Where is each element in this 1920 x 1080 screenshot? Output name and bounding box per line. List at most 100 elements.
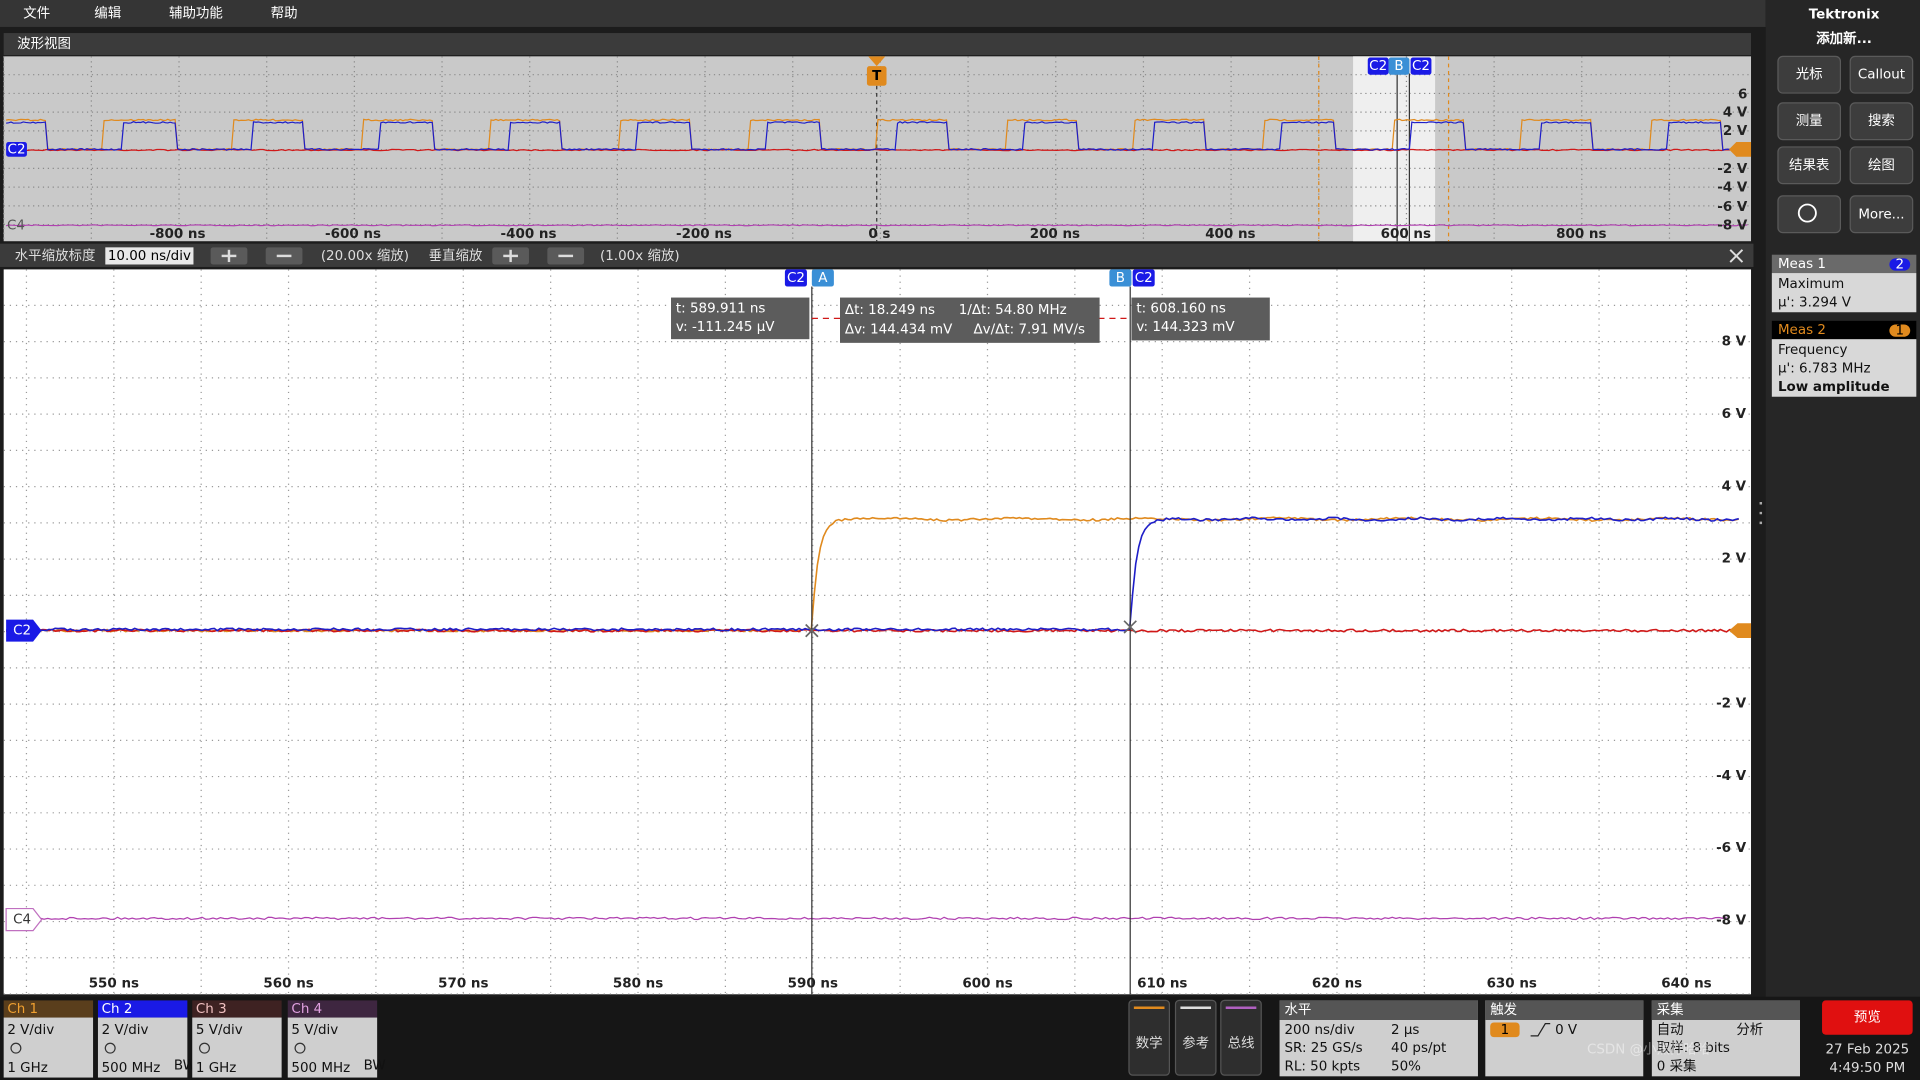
tool-button[interactable] [1128, 999, 1170, 1076]
view-title-bar [3, 33, 1752, 56]
panel-title: 触发 [1490, 1002, 1517, 1018]
overview-y-label: -2 V [1717, 162, 1748, 177]
overview-x-label: 200 ns [1030, 227, 1080, 242]
channel-body[interactable] [192, 1017, 282, 1078]
meas-value: μ': 6.783 MHz [1778, 362, 1871, 377]
meas-header[interactable] [1771, 320, 1917, 340]
side-button[interactable] [1849, 102, 1914, 141]
readout-text: Δv: 144.434 mV [845, 322, 953, 337]
horizontal-value: SR: 25 GS/s [1284, 1041, 1362, 1056]
cursor-tag [1410, 57, 1432, 75]
side-button[interactable] [1849, 146, 1914, 185]
channel-header[interactable] [192, 1000, 282, 1018]
close-button[interactable] [1729, 249, 1744, 263]
side-button[interactable] [1849, 55, 1914, 94]
cursor-cross [805, 623, 819, 638]
side-button[interactable] [1777, 146, 1842, 185]
meas-header[interactable] [1771, 254, 1917, 274]
readout-text: 1/Δt: 54.80 MHz [959, 303, 1067, 318]
tool-button[interactable] [1220, 999, 1262, 1076]
meas-body[interactable] [1771, 339, 1917, 397]
watermark: CSDN @小黑打哈哈 [1587, 1040, 1710, 1057]
channel-scale: 2 V/div [102, 1023, 149, 1038]
side-button[interactable] [1777, 102, 1842, 141]
trigger-source [1490, 1022, 1520, 1038]
cursor-tag [1109, 269, 1132, 287]
acquisition-value: 自动 [1657, 1022, 1684, 1038]
side-button-label: Callout [1858, 68, 1905, 83]
channel-bandwidth: 500 MHz [291, 1061, 350, 1076]
horizontal-value: 2 μs [1391, 1023, 1419, 1038]
trigger-label: T [872, 69, 882, 84]
readout [840, 297, 1100, 343]
zoom-factor: (20.00x 缩放) [321, 248, 409, 264]
cursor-tag-label: C2 [1135, 271, 1153, 286]
offset-marker [1728, 623, 1752, 638]
channel-tag [6, 142, 27, 157]
trace-ch2 [6, 120, 1748, 151]
probe-icon [198, 1042, 210, 1054]
x-label: 590 ns [788, 976, 838, 991]
side-button[interactable] [1849, 195, 1914, 234]
meas-badge [1889, 324, 1911, 337]
side-button-label: 光标 [1796, 67, 1823, 83]
meas-title: Meas 2 [1778, 323, 1826, 338]
acquisition-value: 取样: 8 bits [1657, 1040, 1730, 1056]
readout [671, 297, 810, 340]
tool-button-label: 参考 [1182, 1034, 1209, 1051]
cursor-tag-label: B [1116, 271, 1125, 286]
side-button[interactable] [1777, 55, 1842, 94]
panel-header [1651, 1000, 1800, 1020]
menu-bar [0, 0, 1766, 27]
panel-title: 采集 [1657, 1002, 1684, 1018]
channel-body[interactable] [97, 1017, 188, 1078]
side-button-label: More... [1858, 207, 1904, 222]
zoom-label: 水平缩放标度 [15, 248, 96, 264]
trace-ch3 [6, 148, 1748, 152]
trigger-level: 0 V [1555, 1023, 1578, 1038]
y-label: 8 V [1722, 335, 1747, 350]
channel-body[interactable] [3, 1017, 94, 1078]
trace-ch4 [6, 224, 1748, 227]
cursor-tag [811, 269, 834, 287]
readout-text: Δt: 18.249 ns [845, 303, 935, 318]
overview-x-label: 0 s [868, 227, 890, 242]
channel-header[interactable] [3, 1000, 94, 1018]
meas-name: Frequency [1778, 343, 1848, 358]
overview-x-label: -600 ns [325, 227, 381, 242]
channel-tag-label: C4 [7, 218, 25, 233]
overview-x-label: 800 ns [1556, 227, 1606, 242]
preview-button[interactable] [1822, 1000, 1913, 1035]
overview-x-label: -200 ns [676, 227, 732, 242]
y-label: 2 V [1722, 552, 1747, 567]
x-label: 570 ns [438, 976, 488, 991]
menu-item: 文件 [23, 5, 50, 21]
brand-logo: Tektronix [1809, 8, 1880, 23]
x-label: 640 ns [1661, 976, 1711, 991]
zoom-value-box[interactable] [105, 247, 194, 265]
meas-body[interactable] [1771, 273, 1917, 313]
trigger-marker [866, 66, 887, 86]
zoom-icon [1797, 203, 1817, 223]
channel-header[interactable] [97, 1000, 188, 1018]
channel-scale: 5 V/div [291, 1023, 338, 1038]
menu-item: 帮助 [271, 5, 298, 21]
channel-body[interactable] [287, 1017, 378, 1078]
cursor-cross [1123, 620, 1137, 634]
tool-button[interactable] [1174, 999, 1217, 1076]
probe-icon [104, 1042, 116, 1054]
channel-tag-label: C2 [13, 624, 31, 639]
cursor-tag [784, 269, 807, 287]
readout [1131, 297, 1270, 341]
meas-badge-label: 2 [1896, 257, 1905, 272]
acquisition-value: 0 采集 [1657, 1059, 1697, 1075]
content: 文件 编辑 辅助功能 帮助 Tektronix 添加新... 光标 Callout 测量 搜索结果… [3, 5, 1917, 1078]
edge-icon [1530, 1023, 1551, 1037]
channel-name: Ch 3 [196, 1002, 227, 1017]
zoom-factor: (1.00x 缩放) [600, 248, 680, 264]
channel-header[interactable] [287, 1000, 378, 1018]
meas-title: Meas 1 [1778, 257, 1826, 272]
zoom-tool-button[interactable] [1777, 195, 1842, 234]
channel-scale: 5 V/div [196, 1023, 243, 1038]
